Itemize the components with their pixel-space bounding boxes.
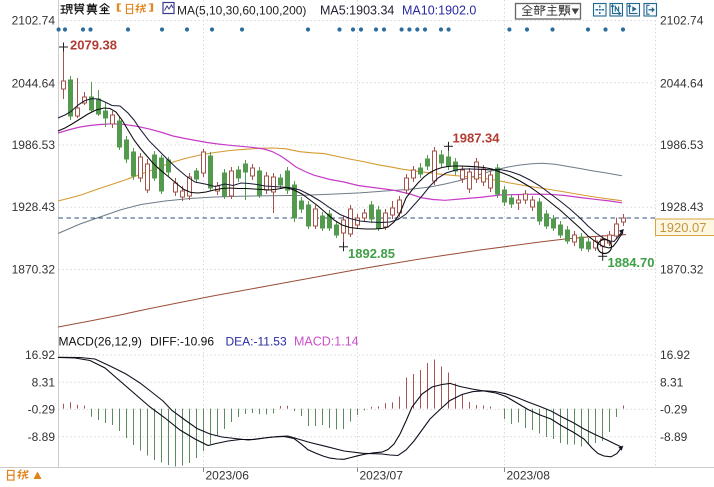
svg-text:-8.89: -8.89 xyxy=(28,430,56,444)
svg-text:1870.32: 1870.32 xyxy=(660,263,704,277)
svg-text:1928.43: 1928.43 xyxy=(660,200,704,214)
svg-text:2102.74: 2102.74 xyxy=(12,14,56,28)
svg-text:2079.38: 2079.38 xyxy=(70,38,117,53)
svg-text:1892.85: 1892.85 xyxy=(348,246,395,261)
svg-text:2023/08: 2023/08 xyxy=(507,469,551,483)
svg-text:1986.53: 1986.53 xyxy=(660,138,704,152)
svg-text:16.92: 16.92 xyxy=(660,348,690,362)
svg-text:2023/07: 2023/07 xyxy=(360,469,404,483)
svg-text:16.92: 16.92 xyxy=(25,348,55,362)
svg-text:-0.29: -0.29 xyxy=(28,403,56,417)
svg-text:1928.43: 1928.43 xyxy=(12,200,56,214)
svg-text:8.31: 8.31 xyxy=(660,375,684,389)
svg-text:1870.32: 1870.32 xyxy=(12,263,56,277)
svg-text:2044.64: 2044.64 xyxy=(660,77,704,91)
svg-text:1884.70: 1884.70 xyxy=(608,255,655,270)
svg-text:-8.89: -8.89 xyxy=(660,430,688,444)
svg-text:MA10:1902.0: MA10:1902.0 xyxy=(402,3,476,17)
svg-text:-0.29: -0.29 xyxy=(660,403,688,417)
svg-text:1920.07: 1920.07 xyxy=(660,220,707,235)
svg-text:1987.34: 1987.34 xyxy=(453,131,501,146)
svg-text:MACD(26,12,9): MACD(26,12,9) xyxy=(59,334,142,348)
svg-text:1986.53: 1986.53 xyxy=(12,138,56,152)
svg-text:MA(5,10,30,60,100,200): MA(5,10,30,60,100,200) xyxy=(177,3,306,17)
svg-text:2023/06: 2023/06 xyxy=(206,469,250,483)
svg-text:DEA:-11.53: DEA:-11.53 xyxy=(226,334,287,348)
svg-text:8.31: 8.31 xyxy=(32,375,56,389)
svg-text:MA5:1903.34: MA5:1903.34 xyxy=(320,3,394,17)
svg-text:MACD:1.14: MACD:1.14 xyxy=(294,334,359,348)
svg-text:DIFF:-10.96: DIFF:-10.96 xyxy=(150,334,214,348)
svg-text:2102.74: 2102.74 xyxy=(660,14,704,28)
svg-text:2044.64: 2044.64 xyxy=(12,77,56,91)
